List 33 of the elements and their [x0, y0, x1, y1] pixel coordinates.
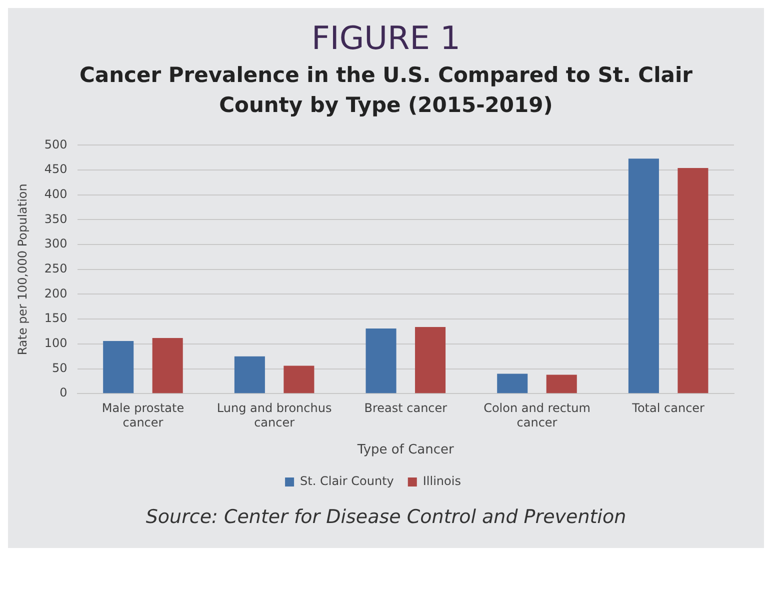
- y-tick-label: 350: [44, 212, 68, 226]
- bar: [628, 158, 659, 394]
- y-tick-label: 0: [60, 386, 68, 400]
- y-tick-label: 250: [44, 262, 68, 276]
- bar: [366, 328, 396, 394]
- x-tick-label: Male prostate cancer: [102, 400, 184, 430]
- bar: [678, 168, 708, 394]
- bar: [103, 340, 134, 394]
- y-tick-label: 200: [44, 286, 68, 300]
- chart-subtitle: Cancer Prevalence in the U.S. Compared to St. Clair County by Type (2015-2019): [78, 62, 694, 119]
- y-tick-label: 150: [44, 311, 68, 326]
- x-tick-label: Lung and bronchus cancer: [216, 400, 332, 430]
- y-tick-label: 500: [44, 137, 68, 152]
- bar: [284, 366, 314, 394]
- x-tick-label: Total cancer: [631, 400, 705, 415]
- x-tick-label: Colon and rectum cancer: [484, 400, 590, 430]
- bar: [415, 327, 446, 394]
- bar: [497, 374, 528, 394]
- bar: [152, 338, 183, 394]
- bar: [234, 356, 265, 394]
- source-note: Source: Center for Disease Control and Prevention: [144, 506, 628, 528]
- y-tick-label: 50: [52, 360, 68, 375]
- y-tick-label: 400: [44, 187, 68, 202]
- y-axis-title: Rate per 100,000 Population: [15, 184, 30, 356]
- legend-label: Illinois: [422, 474, 461, 488]
- x-tick-label: Breast cancer: [364, 400, 448, 415]
- y-tick-label: 300: [44, 236, 68, 251]
- chart-title: FIGURE 1: [310, 18, 462, 57]
- y-tick-label: 450: [44, 162, 68, 176]
- x-axis-title: Type of Cancer: [356, 442, 455, 458]
- bar: [546, 374, 577, 394]
- legend-label: St. Clair County: [300, 474, 394, 488]
- y-tick-label: 100: [44, 336, 68, 350]
